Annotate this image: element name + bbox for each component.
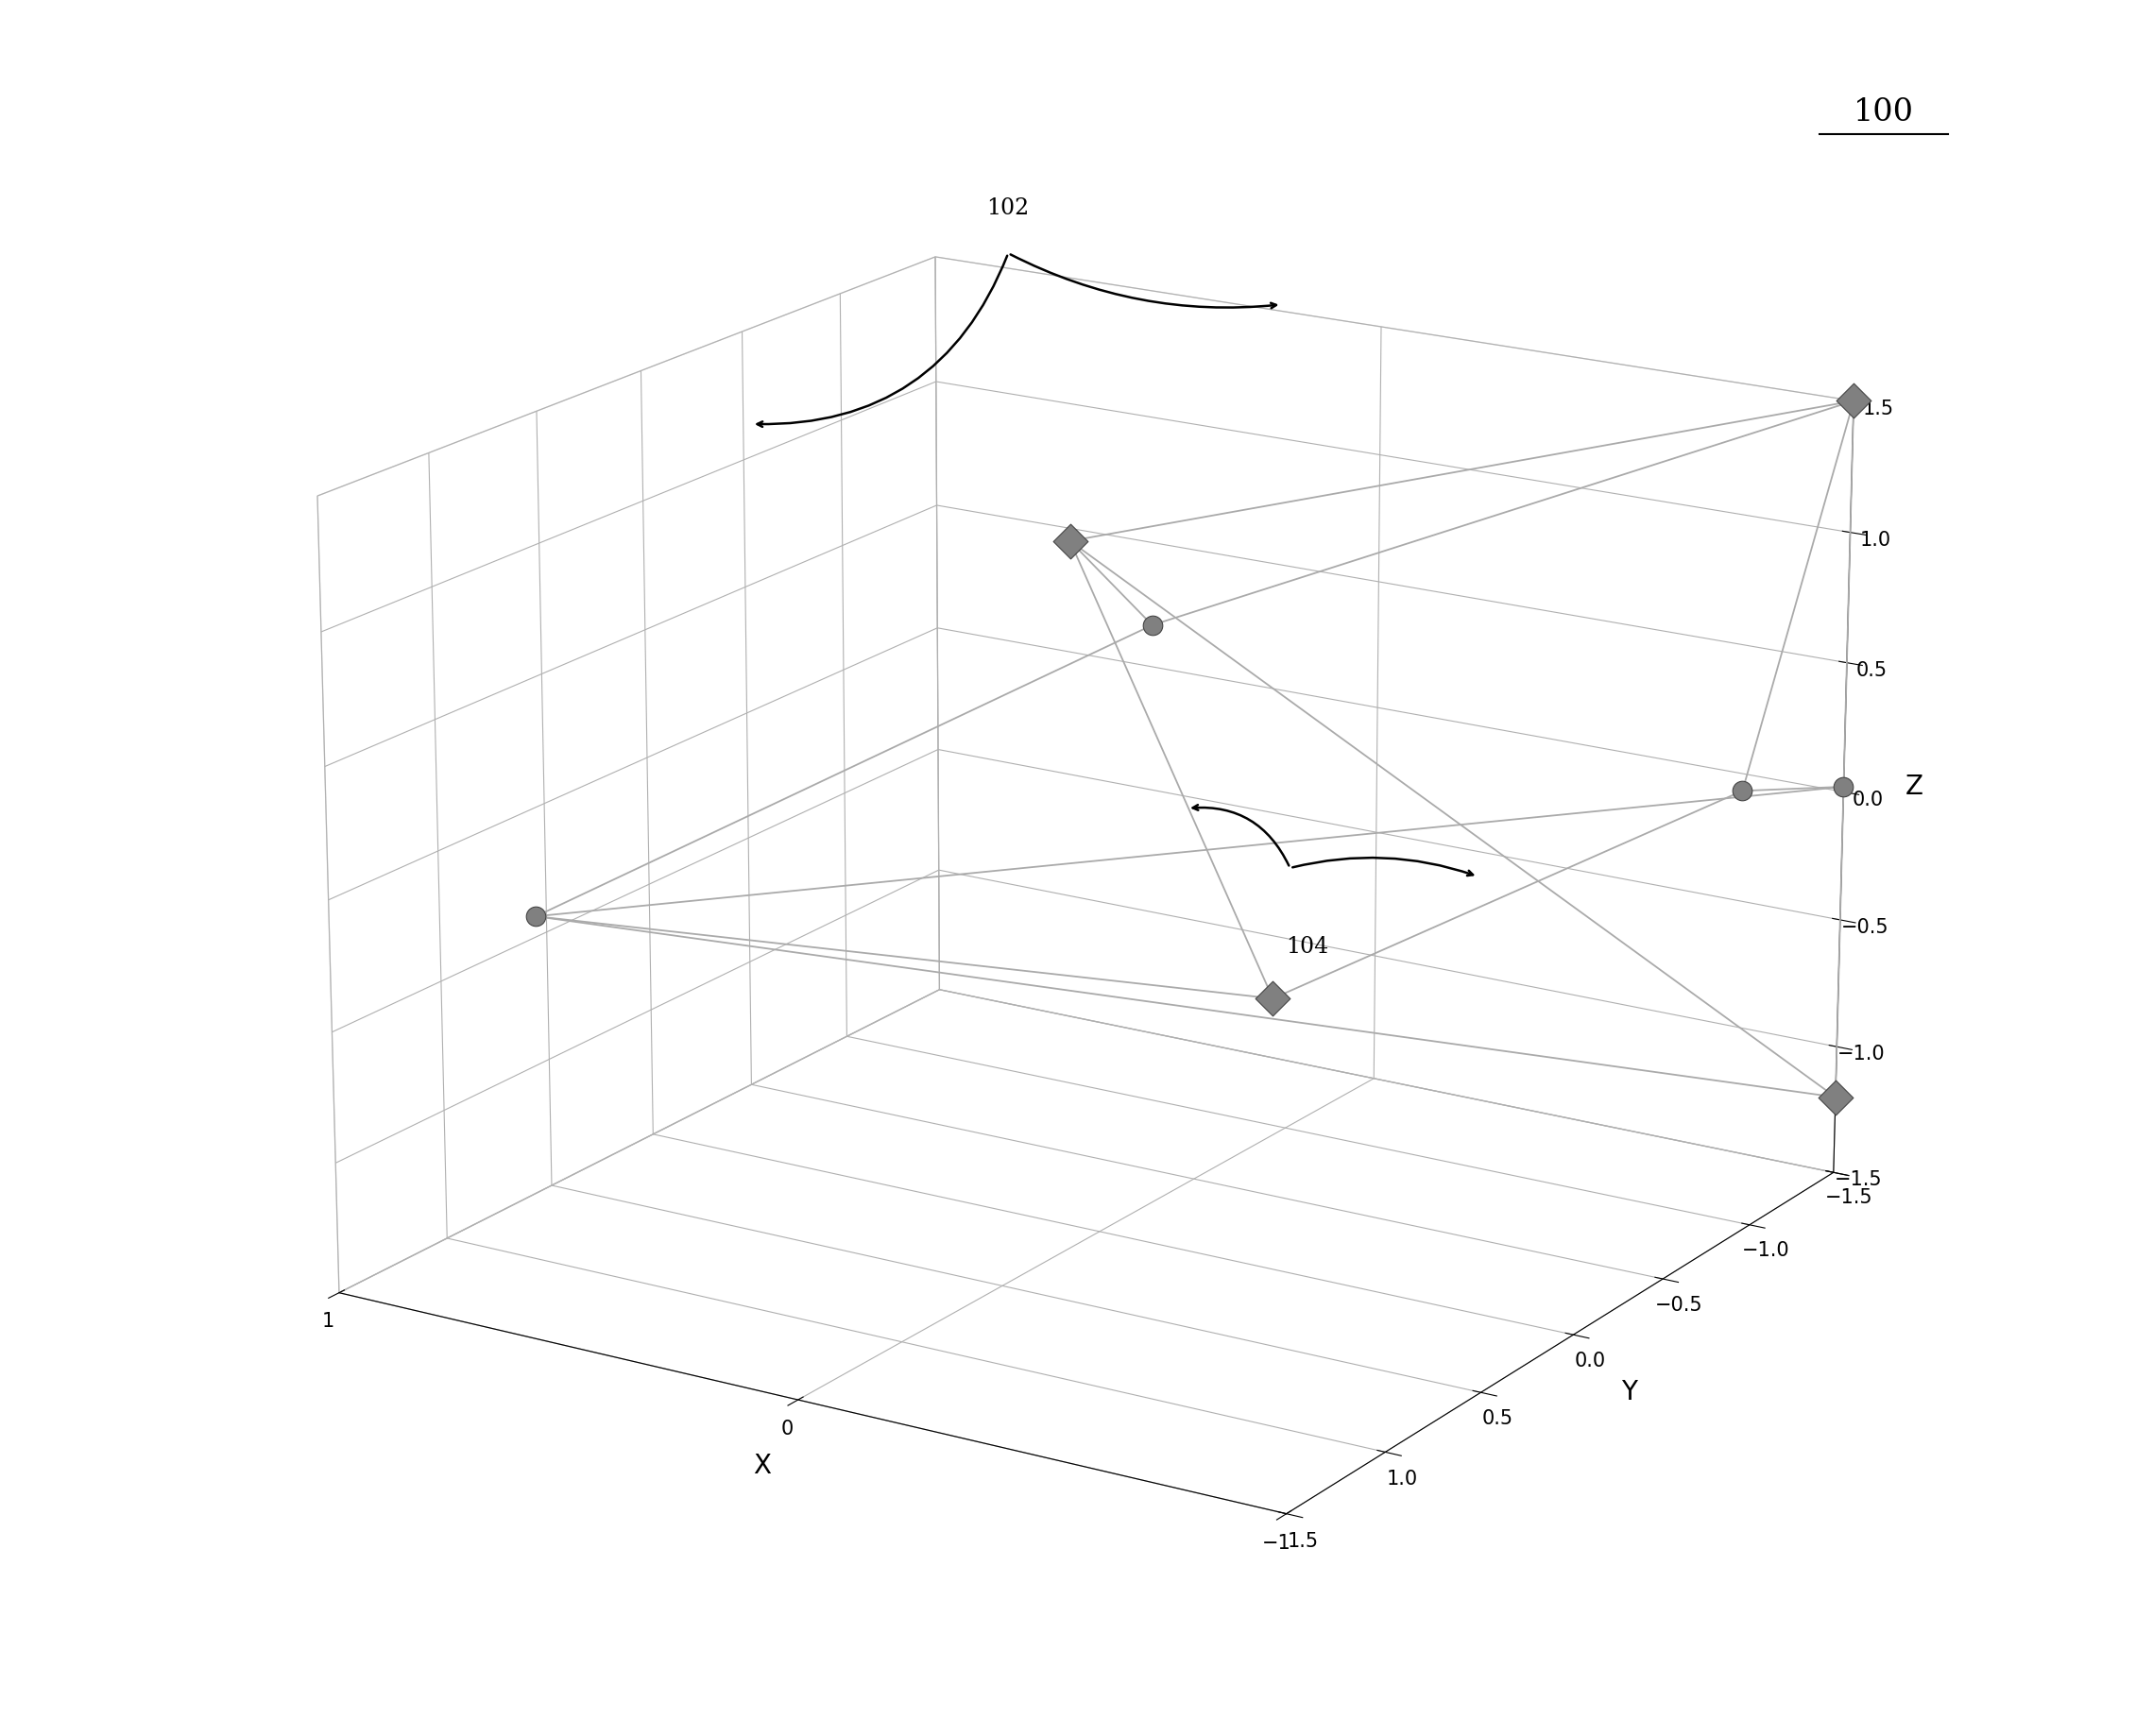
X-axis label: X: X bbox=[754, 1453, 771, 1479]
Y-axis label: Y: Y bbox=[1621, 1378, 1636, 1406]
Text: 104: 104 bbox=[1285, 936, 1328, 958]
Text: 100: 100 bbox=[1854, 97, 1914, 128]
Text: 102: 102 bbox=[986, 198, 1029, 219]
